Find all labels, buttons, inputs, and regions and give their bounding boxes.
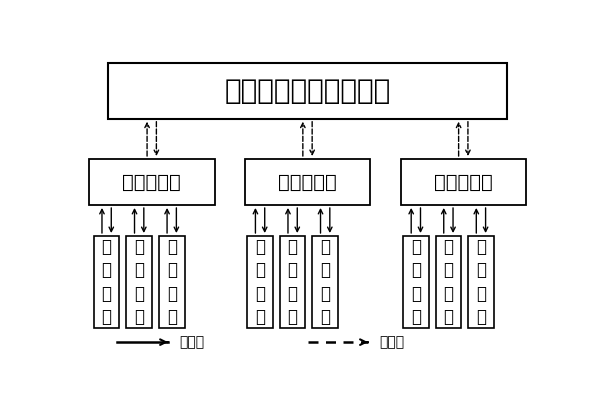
Bar (127, 236, 152, 328)
Bar (94, 236, 119, 328)
Bar (280, 236, 305, 328)
Text: 负荷聚合商: 负荷聚合商 (278, 172, 337, 192)
Bar (468, 236, 494, 328)
Text: 信息流: 信息流 (380, 335, 404, 349)
Text: 电力公司优化交易平台: 电力公司优化交易平台 (224, 77, 391, 105)
Bar (159, 236, 185, 328)
Bar (245, 159, 370, 205)
Bar (107, 64, 508, 119)
Text: 负荷聚合商: 负荷聚合商 (434, 172, 493, 192)
Text: 智
能
楼
宇: 智 能 楼 宇 (320, 238, 330, 326)
Text: 智
能
楼
宇: 智 能 楼 宇 (167, 238, 177, 326)
Bar (401, 159, 526, 205)
Text: 智
能
楼
宇: 智 能 楼 宇 (101, 238, 112, 326)
Text: 智
能
楼
宇: 智 能 楼 宇 (255, 238, 265, 326)
Text: 智
能
楼
宇: 智 能 楼 宇 (134, 238, 144, 326)
Text: 智
能
楼
宇: 智 能 楼 宇 (443, 238, 454, 326)
Bar (247, 236, 273, 328)
Text: 智
能
楼
宇: 智 能 楼 宇 (287, 238, 298, 326)
Text: 智
能
楼
宇: 智 能 楼 宇 (411, 238, 421, 326)
Bar (89, 159, 215, 205)
Text: 控制流: 控制流 (179, 335, 205, 349)
Text: 负荷聚合商: 负荷聚合商 (122, 172, 181, 192)
Bar (436, 236, 461, 328)
Bar (313, 236, 338, 328)
Text: 智
能
楼
宇: 智 能 楼 宇 (476, 238, 486, 326)
Bar (403, 236, 428, 328)
